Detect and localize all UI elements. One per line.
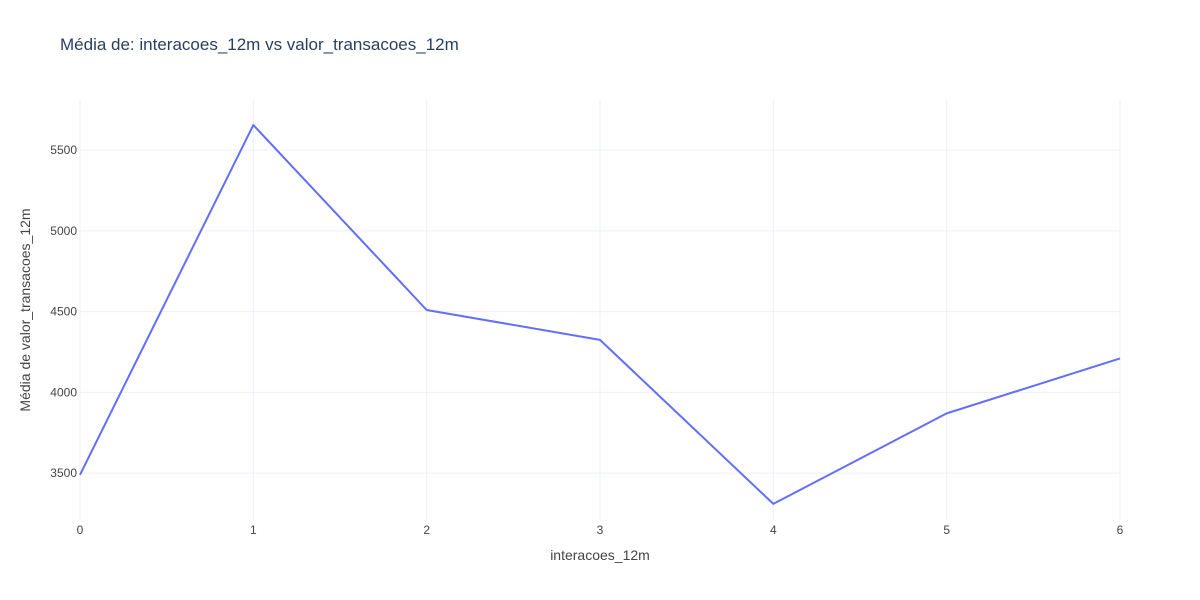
- x-tick-label: 4: [770, 523, 777, 537]
- x-tick-label: 2: [423, 523, 430, 537]
- chart-title: Média de: interacoes_12m vs valor_transa…: [60, 35, 459, 54]
- y-tick-label: 4000: [50, 385, 77, 399]
- x-tick-label: 5: [943, 523, 950, 537]
- y-axis-title: Média de valor_transacoes_12m: [17, 208, 33, 411]
- y-tick-label: 4500: [50, 305, 77, 319]
- y-tick-label: 3500: [50, 466, 77, 480]
- series-layer: [79, 124, 1121, 505]
- x-tick-label: 3: [597, 523, 604, 537]
- tick-labels: 0 1 2 3 4 5 6 3500 4000 4500 5000 5500: [50, 143, 1123, 537]
- grid-lines: [79, 100, 1121, 520]
- x-tick-label: 1: [250, 523, 257, 537]
- y-tick-label: 5500: [50, 143, 77, 157]
- x-tick-label: 6: [1117, 523, 1124, 537]
- series-line: [79, 124, 1121, 505]
- x-axis-title: interacoes_12m: [550, 547, 650, 563]
- x-tick-label: 0: [77, 523, 84, 537]
- y-tick-label: 5000: [50, 224, 77, 238]
